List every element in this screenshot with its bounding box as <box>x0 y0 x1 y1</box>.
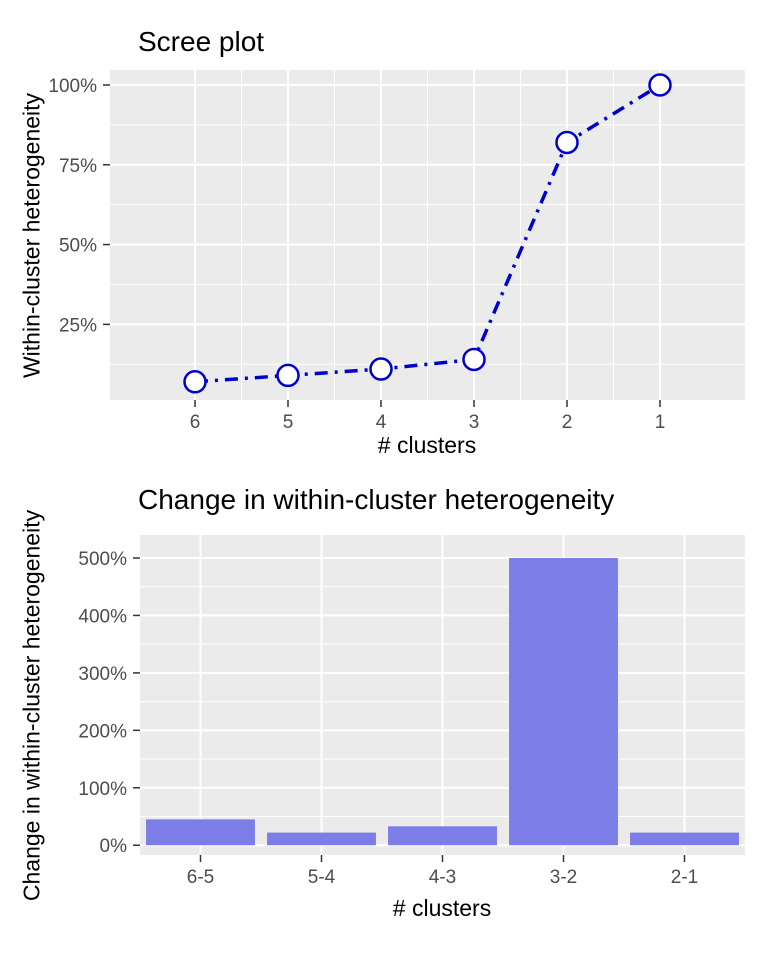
x-tick-label: 4 <box>376 412 387 433</box>
x-tick-label: 3 <box>469 412 480 433</box>
y-tick-label: 50% <box>59 236 97 257</box>
data-point <box>462 347 486 372</box>
bar <box>388 826 497 846</box>
x-tick-label: 6-5 <box>187 867 214 888</box>
x-tick-label: 3-2 <box>550 867 577 888</box>
change-chart-title: Change in within-cluster heterogeneity <box>138 484 615 515</box>
change-y-axis-label: Change in within-cluster heterogeneity <box>18 509 45 902</box>
x-tick-label: 2 <box>562 412 573 433</box>
change-bar-chart: 0% 100% 200% 300% 400% 500% 6-5 5-4 4-3 3-2 2-1 Ch… <box>0 470 768 960</box>
change-x-axis-label: # clusters <box>392 895 492 921</box>
x-tick-label: 5 <box>283 412 294 433</box>
y-tick-label: 100% <box>78 779 127 800</box>
x-tick-label: 6 <box>190 412 201 433</box>
y-tick-label: 500% <box>78 549 127 570</box>
scree-plot-panel: 25% 50% 75% 100% 6 5 4 3 2 1 <box>48 70 745 433</box>
y-tick-label: 0% <box>100 836 128 857</box>
bar <box>146 819 255 846</box>
bar <box>630 832 739 846</box>
y-tick-label: 25% <box>59 315 97 336</box>
scree-plot-title: Scree plot <box>138 26 265 57</box>
x-tick-label: 5-4 <box>308 867 336 888</box>
data-point <box>369 357 393 381</box>
y-tick-label: 400% <box>78 606 127 627</box>
y-tick-label: 200% <box>78 721 127 742</box>
x-tick-label: 2-1 <box>671 867 698 888</box>
x-tick-label: 4-3 <box>429 867 456 888</box>
data-point <box>648 73 672 97</box>
data-point <box>555 130 579 155</box>
scree-y-axis-label: Within-cluster heterogeneity <box>18 92 45 379</box>
y-tick-label: 75% <box>59 156 97 177</box>
change-bar-panel: 0% 100% 200% 300% 400% 500% 6-5 5-4 4-3 3-2 2-1 <box>78 535 745 888</box>
y-tick-label: 300% <box>78 664 127 685</box>
scree-plot-chart: 25% 50% 75% 100% 6 5 4 3 2 1 Scree plot Within-cl… <box>0 0 768 470</box>
scree-x-axis-label: # clusters <box>377 432 477 458</box>
data-point <box>276 363 300 388</box>
bar <box>509 557 618 846</box>
data-point <box>183 370 207 394</box>
y-tick-label: 100% <box>48 76 97 97</box>
bar <box>267 832 376 846</box>
x-tick-label: 1 <box>655 412 666 433</box>
